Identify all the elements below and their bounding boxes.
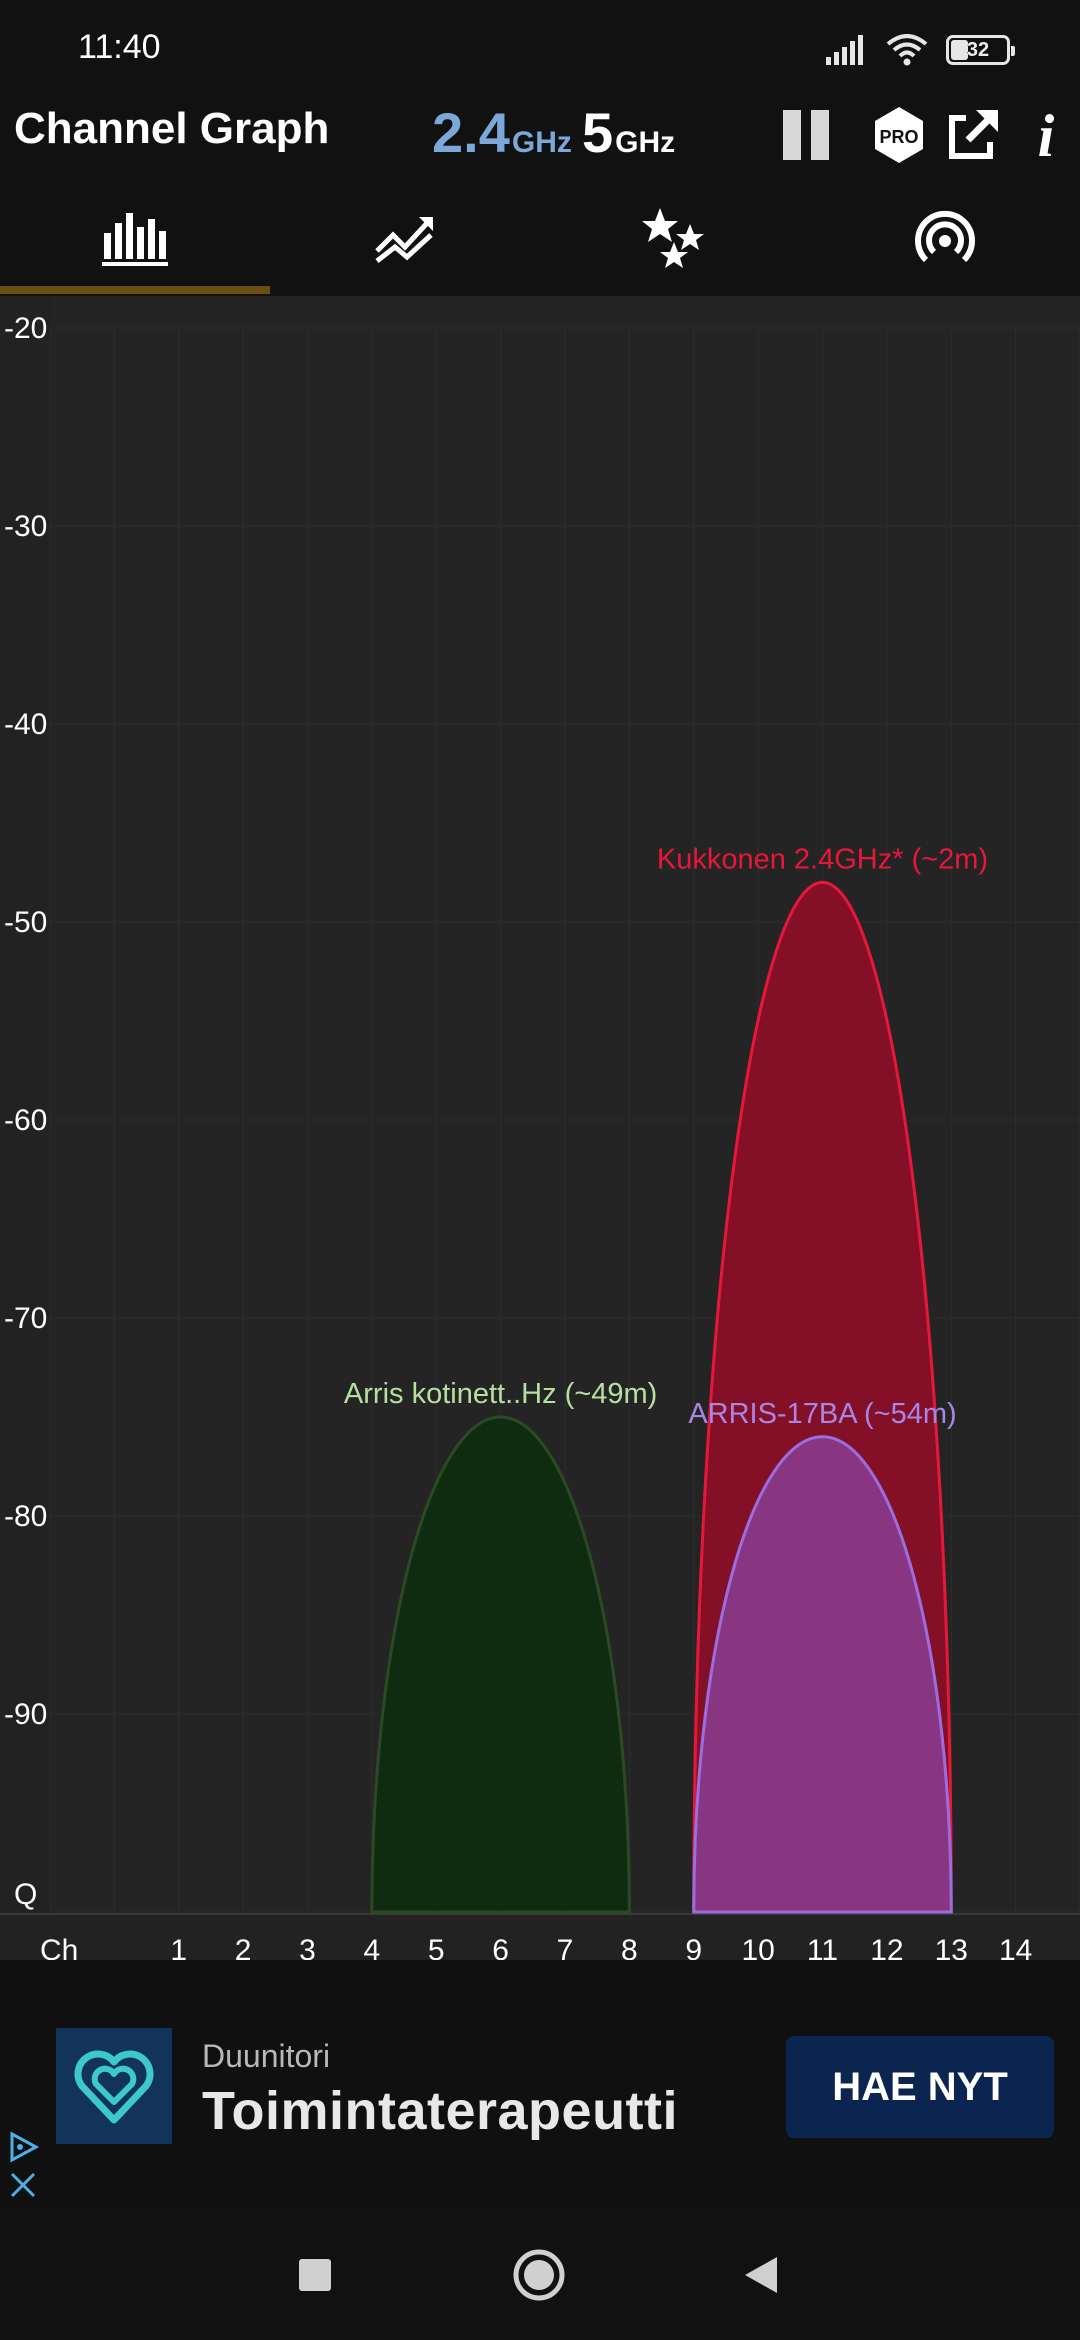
ad-logo[interactable] bbox=[56, 2028, 172, 2144]
bar-chart-icon bbox=[102, 213, 168, 266]
wifi-icon bbox=[886, 34, 928, 66]
x-tick-label: 7 bbox=[557, 1934, 574, 1960]
ad-title: Toimintaterapeutti bbox=[202, 2081, 679, 2141]
x-tick-label: 1 bbox=[170, 1934, 187, 1960]
x-tick-label: 13 bbox=[935, 1934, 968, 1960]
x-tick-label: 2 bbox=[235, 1934, 252, 1960]
signal-icon bbox=[826, 35, 863, 65]
y-tick-label: -30 bbox=[4, 510, 47, 543]
ad-close-icon[interactable] bbox=[6, 2168, 40, 2202]
share-button[interactable] bbox=[940, 102, 1006, 168]
band-5-number: 5 bbox=[582, 101, 614, 164]
x-tick-label: 9 bbox=[685, 1934, 702, 1960]
page-title: Channel Graph bbox=[14, 104, 330, 153]
ad-banner[interactable]: Duunitori Toimintaterapeutti HAE NYT bbox=[0, 1964, 1080, 2210]
network-label: ARRIS-17BA (~54m) bbox=[688, 1398, 956, 1430]
y-tick-label: -50 bbox=[4, 906, 47, 939]
battery-fill bbox=[951, 40, 969, 60]
y-tick-label: -40 bbox=[4, 708, 47, 741]
pro-label: PRO bbox=[879, 127, 918, 147]
home-button[interactable] bbox=[494, 2230, 584, 2320]
x-tick-label: 14 bbox=[999, 1934, 1032, 1960]
network-label: Arris kotinett..Hz (~49m) bbox=[344, 1378, 657, 1410]
battery-level: 32 bbox=[966, 39, 990, 61]
recents-button[interactable] bbox=[270, 2230, 360, 2320]
x-tick-label: 6 bbox=[492, 1934, 509, 1960]
pro-button[interactable]: PRO bbox=[866, 102, 932, 168]
info-label: i bbox=[1038, 104, 1055, 166]
status-bar: 11:40 32 bbox=[0, 0, 1080, 96]
active-tab-indicator bbox=[0, 286, 270, 294]
info-button[interactable]: i bbox=[1012, 102, 1078, 168]
x-tick-label: 3 bbox=[299, 1934, 316, 1960]
network-label: Kukkonen 2.4GHz* (~2m) bbox=[657, 843, 988, 875]
y-tick-label: -80 bbox=[4, 1500, 47, 1533]
y-axis-bottom-label: Q bbox=[14, 1878, 37, 1911]
ad-brand: Duunitori bbox=[202, 2038, 331, 2074]
ad-choices-icon[interactable] bbox=[6, 2130, 40, 2164]
line-graph-icon bbox=[375, 217, 433, 263]
tab-channel-rating[interactable] bbox=[540, 186, 810, 292]
y-tick-label: -70 bbox=[4, 1302, 47, 1335]
ad-cta-button[interactable]: HAE NYT bbox=[786, 2036, 1054, 2138]
stars-icon bbox=[642, 208, 704, 268]
pro-icon: PRO bbox=[875, 107, 923, 163]
y-tick-label: -20 bbox=[4, 312, 47, 345]
tab-bar bbox=[0, 186, 1080, 296]
network-signal-curve bbox=[692, 1435, 953, 1914]
tab-channel-graph[interactable] bbox=[0, 186, 270, 292]
status-time: 11:40 bbox=[78, 28, 161, 66]
pause-icon bbox=[783, 110, 829, 160]
band-24ghz-button[interactable]: 2.4 GHz bbox=[432, 100, 572, 165]
tab-time-graph[interactable] bbox=[270, 186, 540, 292]
wifi-signal-icon bbox=[915, 210, 975, 263]
heart-logo-icon bbox=[74, 2050, 154, 2124]
home-icon bbox=[513, 2249, 565, 2301]
status-icons: 32 bbox=[826, 30, 1015, 70]
y-tick-label: -90 bbox=[4, 1698, 47, 1731]
x-tick-label: 11 bbox=[807, 1934, 838, 1960]
band-24-unit: GHz bbox=[511, 126, 572, 159]
tab-access-points[interactable] bbox=[810, 186, 1080, 292]
back-icon bbox=[745, 2257, 777, 2293]
band-5ghz-button[interactable]: 5 GHz bbox=[582, 100, 675, 165]
system-nav-bar bbox=[0, 2210, 1080, 2340]
y-tick-label: -60 bbox=[4, 1104, 47, 1137]
info-icon: i bbox=[1038, 104, 1055, 166]
recents-icon bbox=[299, 2259, 331, 2291]
x-tick-label: 8 bbox=[621, 1934, 638, 1960]
share-icon bbox=[949, 110, 998, 159]
battery-icon: 32 bbox=[946, 35, 1015, 65]
x-tick-label: 12 bbox=[870, 1934, 903, 1960]
x-tick-label: 5 bbox=[428, 1934, 445, 1960]
x-tick-label: 10 bbox=[741, 1934, 774, 1960]
x-tick-label: 4 bbox=[364, 1934, 381, 1960]
band-24-number: 2.4 bbox=[432, 101, 510, 164]
network-signal-curve bbox=[370, 1415, 631, 1914]
channel-graph-chart: -20 -30 -40 -50 -60 -70 -80 -90 Q Ch 1 2 3 4 5 6 7 8 9 10 11… bbox=[0, 296, 1080, 1960]
x-axis-label: Ch bbox=[40, 1934, 78, 1960]
band-5-unit: GHz bbox=[615, 126, 676, 159]
back-button[interactable] bbox=[716, 2230, 806, 2320]
pause-button[interactable] bbox=[774, 102, 840, 168]
